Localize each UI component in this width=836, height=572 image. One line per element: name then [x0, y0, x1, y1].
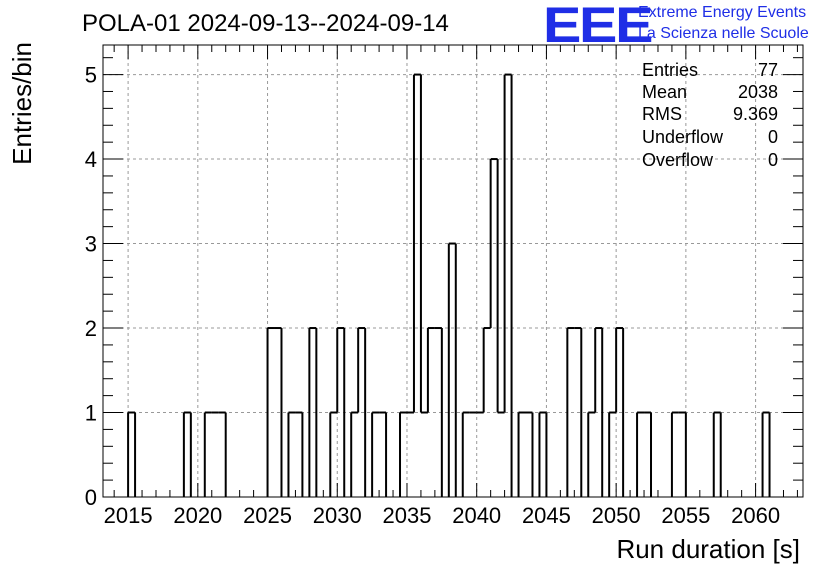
y-tick-label: 3: [85, 232, 97, 257]
y-tick-label: 0: [85, 485, 97, 510]
y-axis-label: Entries/bin: [7, 42, 37, 165]
axis-tick-labels: 2015 2020 2025 2030 2035 2040 2045 2050 2055 2060…: [85, 63, 780, 528]
stat-label-overflow: Overflow: [642, 150, 714, 170]
plot-frame: [102, 44, 804, 498]
axis-ticks: [103, 45, 803, 498]
x-tick-label: 2040: [452, 503, 501, 528]
x-tick-label: 2050: [592, 503, 641, 528]
x-tick-label: 2015: [104, 503, 153, 528]
histogram-series: [127, 73, 771, 497]
stat-label-underflow: Underflow: [642, 127, 724, 147]
stat-value-underflow: 0: [767, 127, 778, 147]
x-axis-label: Run duration [s]: [616, 534, 800, 564]
stat-label-entries: Entries: [642, 60, 699, 80]
stat-value-rms: 9.369: [732, 104, 778, 124]
x-tick-label: 2020: [173, 503, 222, 528]
x-tick-label: 2030: [313, 503, 362, 528]
x-tick-label: 2025: [243, 503, 292, 528]
stat-value-overflow: 0: [767, 150, 778, 170]
x-tick-label: 2035: [383, 503, 432, 528]
logo-line-2: La Scienza nelle Scuole: [638, 25, 809, 42]
x-tick-label: 2055: [661, 503, 710, 528]
y-tick-label: 5: [85, 63, 97, 88]
grid-lines: [103, 45, 803, 497]
logo-line-1: Extreme Energy Events: [638, 4, 807, 21]
stat-value-mean: 2038: [737, 82, 778, 102]
x-tick-label: 2045: [522, 503, 571, 528]
y-tick-label: 4: [85, 147, 97, 172]
eee-logo: EEE: [543, 0, 653, 53]
y-tick-label: 1: [85, 401, 97, 426]
stat-label-mean: Mean: [642, 82, 688, 102]
x-tick-label: 2060: [731, 503, 780, 528]
chart-title: POLA-01 2024-09-13--2024-09-14: [82, 10, 449, 37]
y-tick-label: 2: [85, 316, 97, 341]
stat-label-rms: RMS: [642, 104, 682, 124]
stat-value-entries: 77: [757, 60, 778, 80]
